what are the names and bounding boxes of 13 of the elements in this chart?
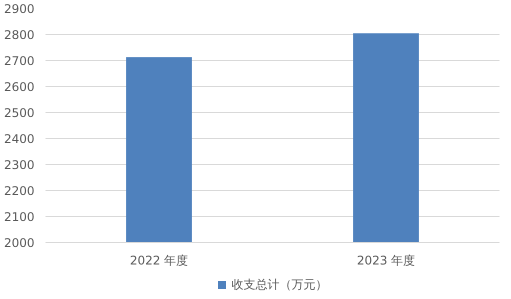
y-tick-label: 2600 <box>4 80 35 94</box>
y-tick-label: 2800 <box>4 28 35 42</box>
y-tick-label: 2400 <box>4 132 35 146</box>
x-tick-label: 2022 年度 <box>130 254 188 268</box>
legend-label: 收支总计（万元） <box>232 276 328 293</box>
y-tick-label: 2300 <box>4 158 35 172</box>
y-tick-label: 2200 <box>4 184 35 198</box>
y-tick-label: 2900 <box>4 2 35 16</box>
y-tick-label: 2700 <box>4 54 35 68</box>
y-tick-label: 2100 <box>4 210 35 224</box>
y-tick-label: 2500 <box>4 106 35 120</box>
y-tick-label: 2000 <box>4 236 35 250</box>
x-tick-label: 2023 年度 <box>356 254 416 268</box>
